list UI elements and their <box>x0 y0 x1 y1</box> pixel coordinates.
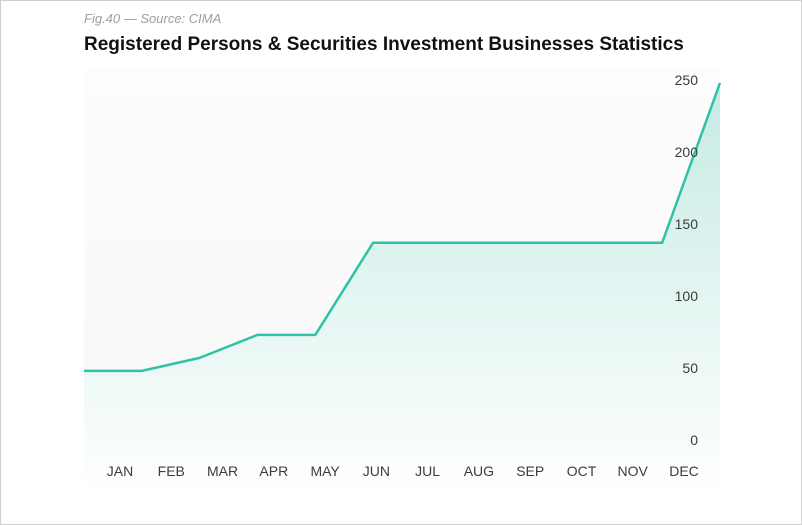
y-tick-label: 200 <box>675 144 699 160</box>
x-tick-label: JUN <box>363 463 390 479</box>
y-axis: 0 50 100 150 200 250 <box>675 72 699 448</box>
y-tick-label: 0 <box>690 432 698 448</box>
figure-caption: Fig.40 — Source: CIMA <box>84 11 222 26</box>
y-tick-label: 100 <box>675 288 699 304</box>
x-axis: JAN FEB MAR APR MAY JUN JUL AUG SEP OCT NOV DEC <box>107 463 699 479</box>
x-tick-label: MAR <box>207 463 238 479</box>
chart-title: Registered Persons & Securities Investme… <box>84 34 684 55</box>
x-tick-label: AUG <box>464 463 494 479</box>
y-tick-label: 250 <box>675 72 699 88</box>
y-tick-label: 150 <box>675 216 699 232</box>
y-tick-label: 50 <box>682 360 698 376</box>
x-tick-label: JAN <box>107 463 133 479</box>
x-tick-label: MAY <box>310 463 340 479</box>
x-tick-label: DEC <box>669 463 699 479</box>
x-tick-label: JUL <box>415 463 440 479</box>
x-tick-label: APR <box>259 463 288 479</box>
series-line <box>84 82 722 373</box>
x-tick-label: NOV <box>618 463 649 479</box>
area-fill <box>84 82 720 494</box>
x-tick-label: SEP <box>516 463 544 479</box>
x-tick-label: OCT <box>567 463 597 479</box>
x-tick-label: FEB <box>158 463 185 479</box>
